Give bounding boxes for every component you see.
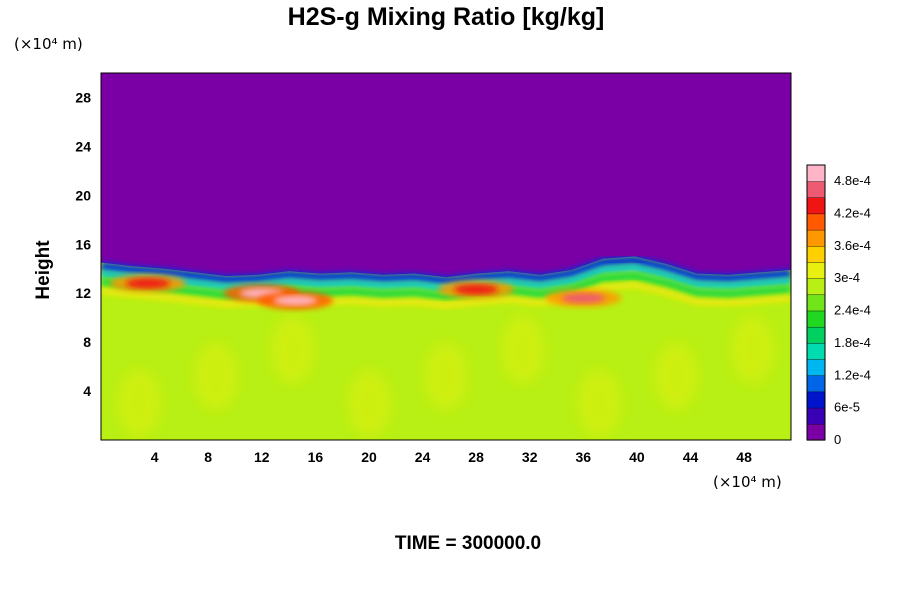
x-unit-label: (×10⁴ m) xyxy=(713,473,782,491)
x-tick-label: 44 xyxy=(683,449,699,465)
colorbar-tick-labels: 0 6e-5 1.2e-4 1.8e-4 2.4e-4 3e-4 3.6e-4 4.2e-4 4… xyxy=(834,173,871,447)
plot-frame xyxy=(100,72,792,441)
texture-patch xyxy=(117,369,162,438)
interface-green-band xyxy=(101,272,791,301)
colorbar-tick-label: 6e-5 xyxy=(834,400,860,415)
colorbar-tick-label: 4.8e-4 xyxy=(834,173,871,188)
texture-patch xyxy=(347,369,392,438)
texture-patch xyxy=(577,369,622,438)
y-tick-label: 24 xyxy=(75,138,91,154)
colorbar-swatch xyxy=(806,326,826,344)
colorbar-swatch xyxy=(806,197,826,215)
colorbar-swatch xyxy=(806,358,826,376)
x-tick-label: 24 xyxy=(415,449,431,465)
x-tick-labels: 4 8 12 16 20 24 28 32 36 40 44 48 xyxy=(151,449,752,465)
y-tick-label: 8 xyxy=(83,334,91,350)
colorbar-tick-label: 1.8e-4 xyxy=(834,335,871,350)
colorbar-tick-label: 3e-4 xyxy=(834,270,860,285)
y-axis-label: Height xyxy=(33,240,54,300)
colorbar-swatch xyxy=(806,278,826,296)
x-tick-label: 36 xyxy=(576,449,592,465)
y-tick-labels: 4 8 12 16 20 24 28 xyxy=(75,90,91,400)
colorbar-swatch xyxy=(806,245,826,263)
x-tick-label: 40 xyxy=(629,449,645,465)
y-tick-label: 16 xyxy=(75,236,91,252)
x-tick-label: 4 xyxy=(151,449,159,465)
hot-spot xyxy=(125,278,170,289)
colorbar-tick-label: 3.6e-4 xyxy=(834,238,871,253)
hot-spot xyxy=(454,284,499,295)
colorbar-tick-label: 4.2e-4 xyxy=(834,206,871,221)
texture-patch xyxy=(194,342,238,411)
colorbar-tick-label: 2.4e-4 xyxy=(834,303,871,318)
colorbar-swatch xyxy=(806,213,826,231)
y-tick-label: 12 xyxy=(75,285,91,301)
colorbar-swatch xyxy=(806,261,826,279)
hot-spot xyxy=(273,295,318,306)
colorbar-swatch xyxy=(806,164,826,182)
texture-patch xyxy=(270,315,315,384)
colorbar-tick-label: 0 xyxy=(834,432,841,447)
colorbar-swatch xyxy=(806,294,826,312)
y-tick-label: 28 xyxy=(75,90,91,106)
interface-blue-band xyxy=(101,255,791,286)
y-unit-label: (×10⁴ m) xyxy=(14,35,83,53)
upper-field-region xyxy=(101,73,791,278)
hot-spots xyxy=(109,274,622,310)
texture-patch xyxy=(730,315,775,384)
x-tick-label: 32 xyxy=(522,449,538,465)
time-label: TIME = 300000.0 xyxy=(395,533,541,554)
x-tick-label: 12 xyxy=(254,449,270,465)
colorbar-swatch xyxy=(806,229,826,247)
colorbar-swatch xyxy=(806,342,826,360)
colorbar-tick-label: 1.2e-4 xyxy=(834,367,871,382)
colorbar-swatches xyxy=(806,164,826,441)
colorbar-frame xyxy=(806,164,826,441)
colorbar: 0 6e-5 1.2e-4 1.8e-4 2.4e-4 3e-4 3.6e-4 4.2e-4 4… xyxy=(806,164,871,447)
colorbar-swatch xyxy=(806,391,826,409)
x-tick-label: 8 xyxy=(204,449,212,465)
colorbar-swatch xyxy=(806,310,826,328)
colorbar-swatch xyxy=(806,407,826,425)
colorbar-swatch xyxy=(806,423,826,441)
y-tick-label: 4 xyxy=(83,383,91,399)
hot-spot xyxy=(561,293,606,304)
texture-patch xyxy=(654,342,698,411)
colorbar-swatch xyxy=(806,180,826,198)
x-tick-label: 20 xyxy=(361,449,377,465)
y-tick-label: 20 xyxy=(75,187,91,203)
x-tick-label: 28 xyxy=(468,449,484,465)
interface-yellow-band xyxy=(101,281,791,309)
x-tick-label: 16 xyxy=(308,449,324,465)
colorbar-swatch xyxy=(806,375,826,393)
texture-patch xyxy=(500,315,545,384)
plot-area xyxy=(101,73,791,440)
texture-patch xyxy=(424,342,468,411)
chart-title: H2S-g Mixing Ratio [kg/kg] xyxy=(288,3,605,31)
x-tick-label: 48 xyxy=(736,449,752,465)
lower-field-texture xyxy=(117,315,775,438)
